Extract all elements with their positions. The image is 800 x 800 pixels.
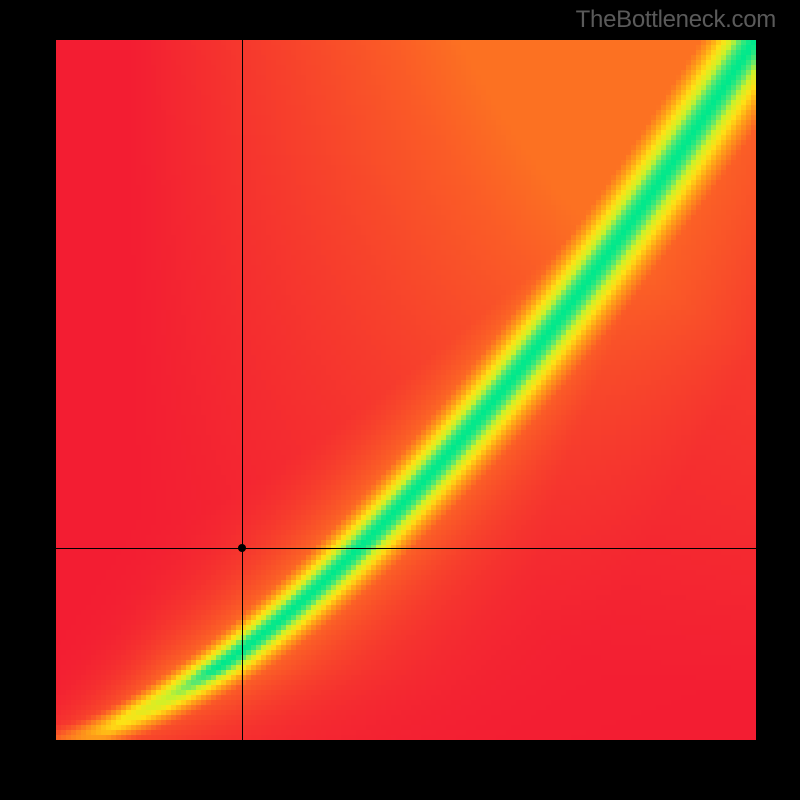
- chart-container: TheBottleneck.com: [0, 0, 800, 800]
- heatmap-canvas: [56, 40, 756, 740]
- watermark-text: TheBottleneck.com: [576, 6, 776, 34]
- plot-area: [56, 40, 756, 740]
